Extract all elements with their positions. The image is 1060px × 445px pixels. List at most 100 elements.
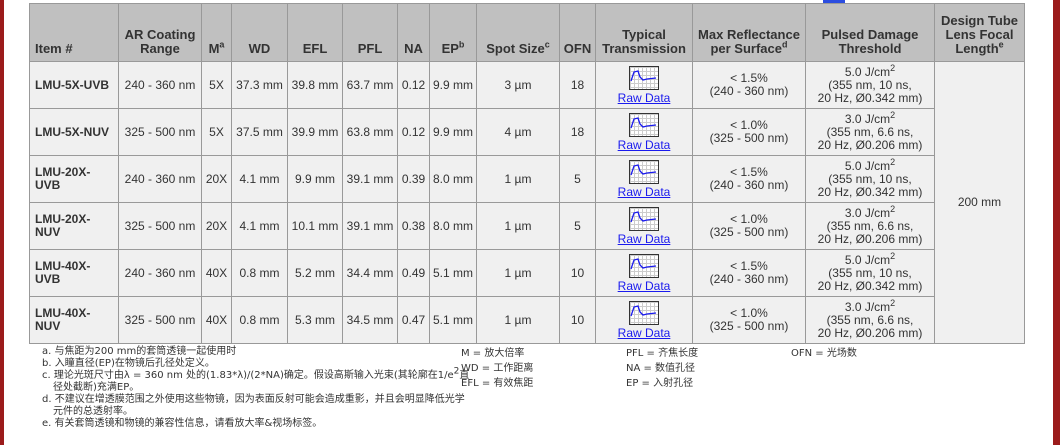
note-c-text2: 直径处截断)充满EP。 (53, 370, 470, 393)
effective-focal-length: 10.1 mm (287, 202, 343, 250)
footnote-a: a (219, 39, 225, 50)
damage-conditions: (355 nm, 10 ns, (828, 171, 912, 186)
abbr-col-1: M = 放大倍率 WD = 工作距离 EFL = 有效焦距 (461, 346, 533, 391)
entrance-pupil: 9.9 mm (429, 61, 477, 109)
transmission-graph-icon[interactable] (629, 159, 659, 184)
entrance-pupil: 8.0 mm (429, 202, 477, 250)
parfocal-length: 39.1 mm (342, 202, 398, 250)
reflectance-value: < 1.5% (730, 259, 768, 273)
damage-value-text: 3.0 J/cm (844, 205, 891, 220)
abbr-ep: EP = 入射孔径 (626, 378, 694, 389)
damage-unit-sup: 2 (890, 203, 896, 214)
working-distance: 37.5 mm (231, 108, 288, 156)
note-b: b. 入瞳直径(EP)在物镜后孔径处定义。 (42, 358, 215, 369)
abbr-col-2: PFL = 齐焦长度 NA = 数值孔径 EP = 入射孔径 (626, 346, 698, 391)
transmission-graph-icon[interactable] (629, 112, 659, 137)
note-c-sup: 2 (453, 366, 460, 377)
raw-data-link[interactable]: Raw Data (617, 90, 671, 105)
header-item: Item # (29, 3, 119, 62)
transmission-cell: Raw Data (595, 108, 693, 156)
damage-value-text: 5.0 J/cm (844, 64, 891, 79)
reflectance-cell: < 1.5% (240 - 360 nm) (692, 155, 806, 203)
raw-data-link[interactable]: Raw Data (617, 137, 671, 152)
footnote-d: d (782, 39, 788, 50)
numerical-aperture: 0.47 (397, 296, 430, 344)
spot-size: 3 µm (476, 61, 560, 109)
table-row: LMU-40X-NUV 325 - 500 nm 40X 0.8 mm 5.3 mm 34… (29, 296, 1025, 344)
item-number: LMU-40X-UVB (29, 249, 119, 297)
magnification: 20X (201, 155, 232, 203)
reflectance-range: (240 - 360 nm) (709, 84, 789, 98)
transmission-cell: Raw Data (595, 155, 693, 203)
damage-conditions-2: 20 Hz, Ø0.206 mm) (817, 137, 923, 152)
damage-conditions: (355 nm, 6.6 ns, (826, 312, 914, 327)
numerical-aperture: 0.12 (397, 108, 430, 156)
working-distance: 37.3 mm (231, 61, 288, 109)
raw-data-link[interactable]: Raw Data (617, 231, 671, 246)
transmission-graph-icon[interactable] (629, 253, 659, 278)
entrance-pupil: 5.1 mm (429, 249, 477, 297)
reflectance-range: (240 - 360 nm) (709, 272, 789, 286)
ar-coating-range: 325 - 500 nm (118, 202, 202, 250)
damage-conditions-2: 20 Hz, Ø0.342 mm) (817, 278, 923, 293)
header-efl: EFL (287, 3, 343, 62)
reflectance-range: (240 - 360 nm) (709, 178, 789, 192)
partial-link[interactable] (823, 0, 845, 3)
magnification: 40X (201, 249, 232, 297)
field-number: 5 (559, 155, 596, 203)
transmission-graph-icon[interactable] (629, 65, 659, 90)
item-number: LMU-5X-UVB (29, 61, 119, 109)
abbr-ofn: OFN = 光场数 (791, 348, 857, 359)
field-number: 10 (559, 249, 596, 297)
working-distance: 0.8 mm (231, 296, 288, 344)
transmission-graph-icon[interactable] (629, 206, 659, 231)
raw-data-link[interactable]: Raw Data (617, 325, 671, 340)
reflectance-cell: < 1.5% (240 - 360 nm) (692, 61, 806, 109)
reflectance-range: (325 - 500 nm) (709, 131, 789, 145)
ar-coating-range: 240 - 360 nm (118, 249, 202, 297)
damage-threshold-cell: 3.0 J/cm2 (355 nm, 6.6 ns, 20 Hz, Ø0.206 m… (805, 202, 935, 250)
table-row: LMU-5X-UVB 240 - 360 nm 5X 37.3 mm 39.8 mm 63… (29, 61, 1025, 344)
ar-coating-range: 325 - 500 nm (118, 296, 202, 344)
reflectance-value: < 1.5% (730, 165, 768, 179)
damage-value: 5.0 J/cm2 (809, 250, 931, 267)
working-distance: 4.1 mm (231, 155, 288, 203)
item-number: LMU-20X-NUV (29, 202, 119, 250)
header-pfl: PFL (342, 3, 398, 62)
item-number: LMU-20X-UVB (29, 155, 119, 203)
damage-value: 3.0 J/cm2 (809, 203, 931, 220)
entrance-pupil: 5.1 mm (429, 296, 477, 344)
raw-data-link[interactable]: Raw Data (617, 278, 671, 293)
damage-conditions: (355 nm, 10 ns, (828, 265, 912, 280)
damage-value: 5.0 J/cm2 (809, 157, 931, 173)
raw-data-link[interactable]: Raw Data (617, 184, 671, 199)
damage-unit-sup: 2 (890, 297, 896, 308)
damage-threshold-cell: 3.0 J/cm2 (355 nm, 6.6 ns, 20 Hz, Ø0.206 m… (805, 296, 935, 344)
working-distance: 0.8 mm (231, 249, 288, 297)
header-damage: Pulsed Damage Threshold (805, 3, 935, 62)
abbr-m: M = 放大倍率 (461, 348, 525, 359)
note-d: d. 不建议在增透膜范围之外使用这些物镜，因为表面反射可能会造成重影，并且会明显… (42, 394, 465, 417)
damage-unit-sup: 2 (890, 62, 896, 73)
header-m-text: M (208, 41, 220, 56)
numerical-aperture: 0.38 (397, 202, 430, 250)
damage-value: 5.0 J/cm2 (809, 62, 931, 79)
transmission-graph-icon[interactable] (629, 300, 659, 325)
header-tube: Design Tube Lens Focal Lengthe (934, 3, 1025, 62)
abbr-pfl: PFL = 齐焦长度 (626, 348, 699, 359)
spot-size: 1 µm (476, 155, 560, 203)
reflectance-value: < 1.5% (730, 71, 768, 85)
magnification: 5X (201, 61, 232, 109)
reflectance-value: < 1.0% (730, 118, 768, 132)
transmission-cell: Raw Data (595, 61, 693, 109)
numerical-aperture: 0.39 (397, 155, 430, 203)
field-number: 18 (559, 61, 596, 109)
field-number: 10 (559, 296, 596, 344)
damage-unit-sup: 2 (890, 250, 896, 261)
left-border (0, 0, 4, 445)
damage-value-text: 3.0 J/cm (844, 299, 891, 314)
abbr-na: NA = 数值孔径 (626, 363, 696, 374)
parfocal-length: 34.4 mm (342, 249, 398, 297)
damage-conditions-2: 20 Hz, Ø0.206 mm) (817, 325, 923, 340)
reflectance-value: < 1.0% (730, 212, 768, 226)
